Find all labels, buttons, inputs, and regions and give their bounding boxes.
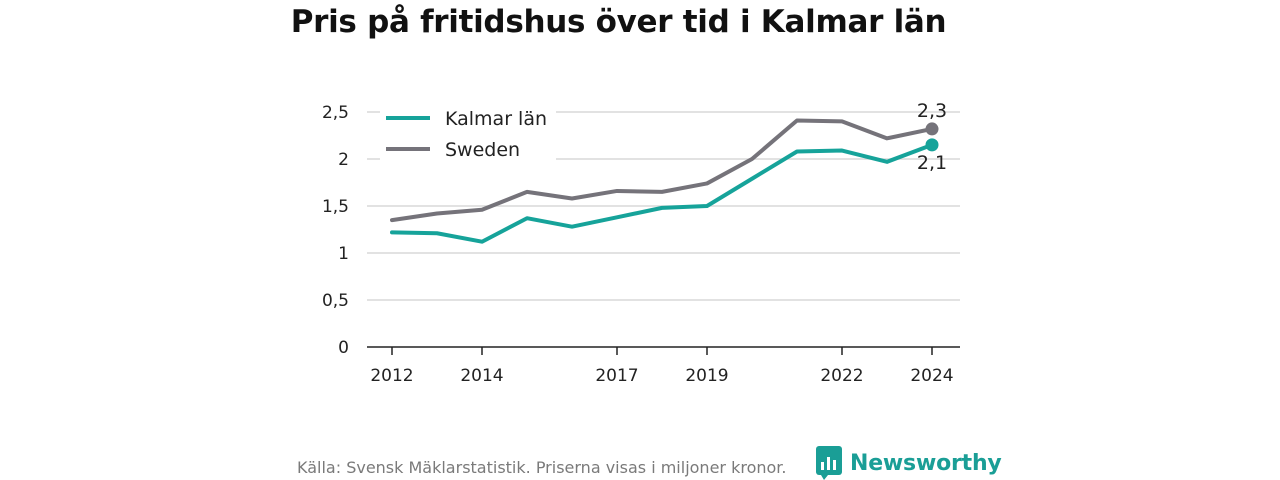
x-tick-label: 2022 [820, 366, 863, 386]
newsworthy-icon [816, 446, 842, 480]
data-point [925, 138, 939, 152]
x-tick-label: 2012 [370, 366, 413, 386]
source-note: Källa: Svensk Mäklarstatistik. Priserna … [297, 458, 787, 477]
series-line-kalmar [390, 142, 934, 244]
y-tick-label: 2,5 [322, 103, 349, 123]
newsworthy-logo: Newsworthy [816, 446, 1002, 480]
legend-label: Kalmar län [445, 108, 547, 130]
end-value-label: 2,3 [917, 100, 947, 122]
y-tick-label: 0 [338, 338, 349, 358]
y-tick-label: 1 [338, 244, 349, 264]
data-point [925, 122, 939, 136]
y-tick-label: 1,5 [322, 197, 349, 217]
x-tick-label: 2019 [685, 366, 728, 386]
legend-label: Sweden [445, 139, 520, 161]
brand-name: Newsworthy [850, 450, 1002, 476]
end-value-label: 2,1 [917, 152, 947, 174]
x-tick-label: 2017 [595, 366, 638, 386]
y-tick-label: 0,5 [322, 291, 349, 311]
x-tick-label: 2014 [460, 366, 503, 386]
series-line-sweden [390, 118, 934, 223]
chart-title: Pris på fritidshus över tid i Kalmar län [290, 4, 947, 40]
line-chart: 0 0,5 1 1,5 2 2,5 2012 2014 2017 2019 2022 2024 2,1 2… [322, 100, 960, 386]
y-tick-label: 2 [338, 150, 349, 170]
x-tick-label: 2024 [910, 366, 953, 386]
